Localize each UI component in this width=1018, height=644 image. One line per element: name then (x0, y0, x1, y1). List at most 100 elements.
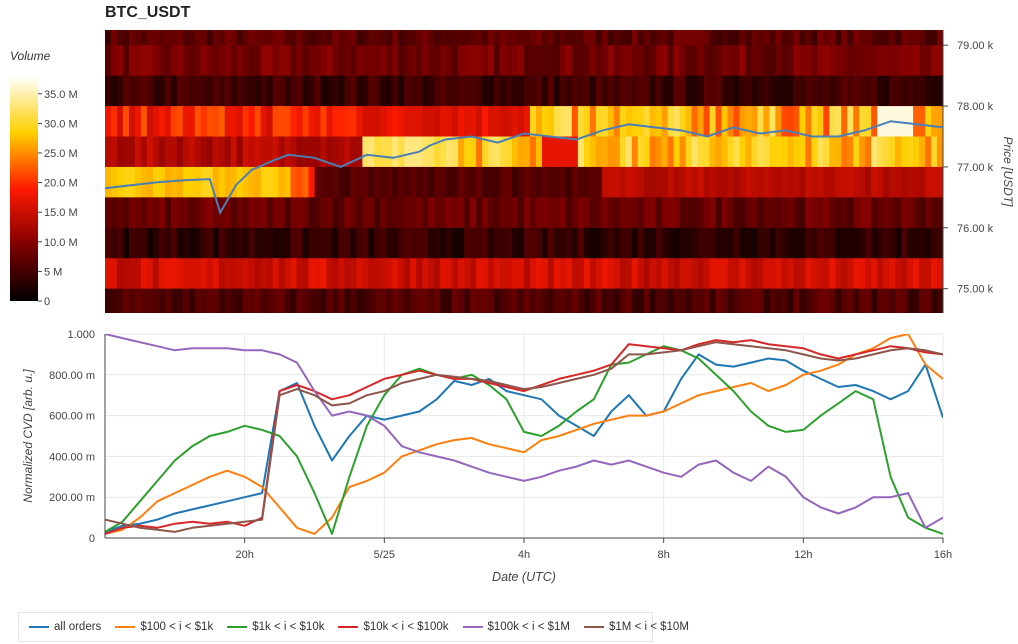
heatmap-cell (655, 227, 663, 259)
heatmap-cell (206, 288, 214, 313)
heatmap-cell (404, 45, 411, 77)
heatmap-cell (733, 45, 741, 77)
heatmap-cell (260, 227, 268, 259)
heatmap-cell (901, 197, 908, 229)
heatmap-cell (775, 106, 782, 138)
heatmap-cell (835, 258, 842, 290)
heatmap-cell (763, 197, 771, 229)
heatmap-cell (697, 45, 705, 77)
heatmap-cell (404, 136, 411, 168)
heatmap-cell (559, 45, 567, 77)
heatmap-cell (212, 30, 220, 46)
colorbar-title: Volume (10, 49, 51, 63)
heatmap-cell (853, 258, 860, 290)
heatmap-cell (829, 197, 836, 229)
heatmap-cell (296, 197, 304, 229)
heatmap-cell (643, 197, 651, 229)
heatmap-cell (691, 258, 699, 290)
heatmap-cell (434, 288, 441, 313)
legend-item[interactable]: all orders (29, 621, 101, 633)
heatmap-cell (685, 197, 693, 229)
heatmap-cell (625, 106, 633, 138)
heatmap-cell (685, 227, 693, 259)
heatmap-cell (703, 30, 711, 46)
heatmap-cell (919, 197, 926, 229)
heatmap-cell (170, 288, 178, 313)
heatmap-cell (895, 45, 902, 77)
heatmap-cell (739, 258, 747, 290)
heatmap-cell (476, 30, 483, 46)
heatmap-cell (583, 197, 591, 229)
heatmap-cell (434, 45, 441, 77)
heatmap-cell (338, 106, 346, 138)
heatmap-cell (913, 258, 920, 290)
heatmap-cell (883, 45, 890, 77)
heatmap-cell (871, 30, 878, 46)
heatmap-cell (589, 288, 597, 313)
heatmap-cell (685, 30, 693, 46)
legend-item[interactable]: $1M < i < $10M (584, 621, 689, 633)
heatmap-cell (583, 136, 591, 168)
heatmap-cell (326, 30, 334, 46)
heatmap-cell (398, 258, 405, 290)
heatmap-cell (823, 45, 830, 77)
heatmap-cell (745, 75, 753, 107)
heatmap-cell (733, 75, 741, 107)
heatmap-cell (146, 197, 154, 229)
heatmap-cell (757, 136, 765, 168)
heatmap-cell (392, 45, 399, 77)
heatmap-cell (595, 30, 603, 46)
legend-item[interactable]: $1k < i < $10k (227, 621, 324, 633)
heatmap-cell (332, 75, 340, 107)
heatmap-cell (242, 75, 250, 107)
heatmap-cell (853, 45, 860, 77)
heatmap-cell (751, 197, 759, 229)
legend-swatch (29, 626, 49, 628)
heatmap-cell (661, 75, 669, 107)
heatmap-cell (374, 258, 381, 290)
heatmap-cell (775, 166, 782, 198)
heatmap-cell (314, 136, 322, 168)
heatmap-cell (482, 30, 489, 46)
legend-item[interactable]: $100 < i < $1k (115, 621, 213, 633)
heatmap-cell (847, 197, 854, 229)
heatmap-cell (206, 30, 214, 46)
heatmap-cell (224, 136, 232, 168)
heatmap-cell (308, 106, 316, 138)
heatmap-cell (547, 75, 555, 107)
heatmap-cell (410, 166, 417, 198)
heatmap-cell (817, 166, 824, 198)
cvd-grid (105, 333, 944, 539)
heatmap-cell (817, 136, 824, 168)
heatmap-cell (919, 136, 926, 168)
heatmap-cell (817, 30, 824, 46)
heatmap-cell (128, 197, 136, 229)
heatmap-cell (170, 136, 178, 168)
heatmap-cell (380, 45, 387, 77)
heatmap-cell (883, 227, 890, 259)
heatmap-cell (212, 75, 220, 107)
heatmap-cell (488, 227, 495, 259)
heatmap-cell (152, 30, 160, 46)
heatmap-cell (547, 45, 555, 77)
heatmap-cell (212, 197, 220, 229)
heatmap-cell (458, 288, 465, 313)
heatmap-cell (715, 258, 723, 290)
heatmap-cell (320, 30, 328, 46)
heatmap-cell (661, 288, 669, 313)
heatmap-cell (374, 197, 381, 229)
heatmap-cell (476, 136, 483, 168)
colorbar-tick-label: 30.0 M (44, 118, 78, 130)
heatmap-cell (134, 227, 142, 259)
heatmap-cell (290, 136, 298, 168)
heatmap-cell (661, 227, 669, 259)
heatmap-cell (326, 45, 334, 77)
heatmap-cell (727, 75, 735, 107)
heatmap-cell (535, 75, 543, 107)
legend-item[interactable]: $10k < i < $100k (338, 621, 449, 633)
heatmap-cell (230, 258, 238, 290)
legend-item[interactable]: $100k < i < $1M (462, 621, 570, 633)
heatmap-cell (817, 197, 824, 229)
heatmap-cell (919, 30, 926, 46)
heatmap-cell (146, 45, 154, 77)
